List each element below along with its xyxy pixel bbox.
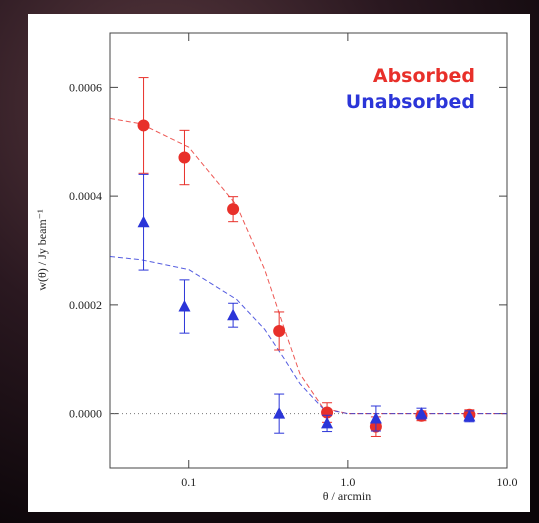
y-tick-label: 0.0006 (69, 80, 102, 94)
y-axis-label: w(θ) / Jy beam⁻¹ (35, 209, 49, 291)
marker (273, 407, 286, 419)
panel (28, 14, 530, 512)
marker (137, 119, 150, 132)
y-tick-label: 0.0002 (69, 298, 102, 312)
x-tick-label: 0.1 (181, 475, 196, 489)
marker (273, 324, 286, 337)
marker (463, 409, 476, 422)
y-tick-label: 0.0004 (69, 189, 102, 203)
model-curve (109, 255, 507, 415)
marker (178, 300, 191, 312)
marker (369, 412, 382, 424)
marker (227, 308, 240, 321)
marker (321, 416, 334, 429)
marker (137, 215, 150, 228)
x-tick-label: 10.0 (497, 475, 518, 489)
y-tick-label: 0.0000 (69, 407, 102, 421)
plot-frame (109, 32, 508, 469)
legend-entry: Absorbed (373, 65, 475, 87)
legend-entry: Unabsorbed (346, 91, 475, 113)
marker (415, 407, 428, 419)
x-axis-label: θ / arcmin (323, 489, 371, 503)
marker (227, 203, 240, 216)
x-tick-label: 1.0 (340, 475, 355, 489)
marker (178, 151, 191, 164)
